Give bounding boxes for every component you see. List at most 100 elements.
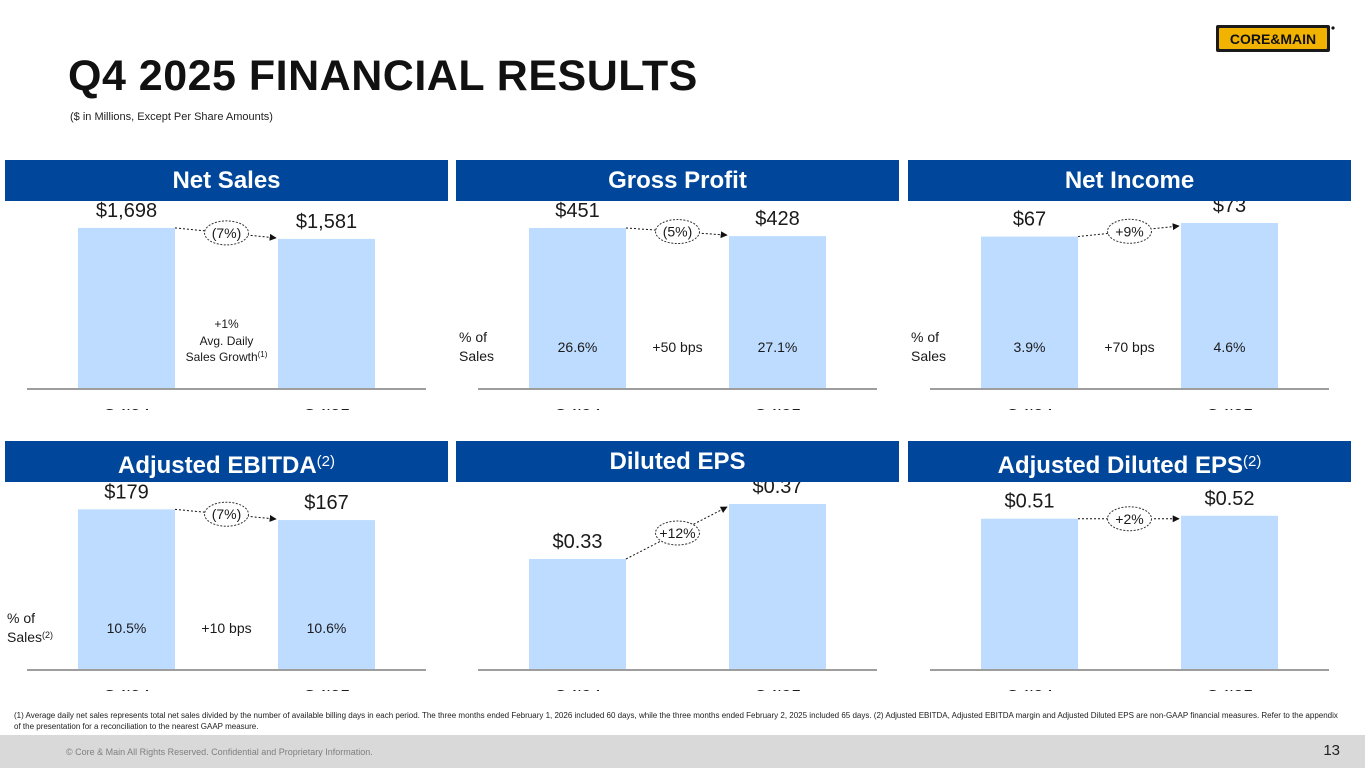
margin-change: +10 bps [201, 620, 251, 636]
bar-q425 [1181, 223, 1278, 388]
daily-sales-note: Avg. Daily [200, 334, 254, 348]
diluted-eps-header: Diluted EPS [456, 441, 899, 482]
change-bubble [204, 501, 249, 527]
category-label: Q4'24 [554, 406, 601, 410]
bar-q424 [981, 518, 1078, 669]
category-label: Q4'25 [1206, 406, 1253, 410]
panel-title-footnote: (2) [316, 453, 335, 470]
bar-value-label: $73 [1213, 201, 1246, 217]
change-bubble [1107, 218, 1152, 244]
category-label: Q4'24 [1006, 406, 1053, 410]
margin-value: 3.9% [1014, 339, 1046, 355]
margin-value: 26.6% [558, 339, 598, 355]
bar-q425 [729, 236, 826, 388]
margin-label: Sales [459, 348, 494, 364]
bar-value-label: $1,581 [296, 211, 357, 233]
margin-value: 4.6% [1214, 339, 1246, 355]
panel-title-footnote: (2) [1243, 453, 1262, 470]
change-bubble [655, 520, 700, 546]
diluted-eps-panel: Diluted EPS $0.33 Q4'24 $0.37 Q4'25 +12% [456, 441, 899, 691]
change-arrow [174, 227, 277, 241]
page-title: Q4 2025 FINANCIAL RESULTS [68, 52, 698, 100]
adjusted-diluted-eps-chart: $0.51 Q4'24 $0.52 Q4'25 +2% [930, 488, 1329, 691]
page-number: 13 [1323, 742, 1340, 759]
margin-label-footnote: (2) [42, 630, 53, 640]
daily-sales-note-footnote: (1) [258, 350, 268, 359]
category-label: Q4'25 [754, 687, 801, 691]
net-sales-header: Net Sales [5, 160, 448, 201]
change-arrow [174, 508, 277, 522]
bar-q424 [981, 236, 1078, 388]
change-label: +2% [1115, 511, 1143, 527]
bar-q425 [278, 238, 375, 388]
adjusted-ebitda-chart: $179 Q4'24 $167 Q4'25 (7%) 10.5% 10.6% +10 bps%… [7, 482, 426, 691]
change-label: (5%) [663, 224, 693, 240]
bar-value-label: $0.52 [1204, 488, 1254, 510]
adjusted-ebitda-panel: Adjusted EBITDA(2) $179Q4'24$167Q4'25(7%… [5, 441, 448, 691]
margin-value: 10.6% [307, 620, 347, 636]
bar-value-label: $0.51 [1004, 491, 1054, 513]
bar-q424 [78, 509, 175, 669]
change-label: (7%) [212, 225, 242, 241]
change-arrow [1077, 223, 1180, 238]
bar-value-label: $0.33 [552, 531, 602, 553]
diluted-eps-chart: $0.33 Q4'24 $0.37 Q4'25 +12% [478, 482, 877, 691]
bar-value-label: $0.37 [752, 482, 802, 498]
net-sales-chart: $1,698 Q4'24 $1,581 Q4'25 (7%) +1% Avg. Daily S… [27, 201, 426, 410]
category-label: Q4'24 [1006, 687, 1053, 691]
bar-q424 [529, 227, 626, 388]
adjusted-ebitda-header: Adjusted EBITDA(2) [5, 441, 448, 482]
margin-change: +50 bps [652, 339, 702, 355]
adjusted-diluted-eps-panel: Adjusted Diluted EPS(2) $0.51 Q4'24 $0.52 Q… [908, 441, 1351, 691]
gross-profit-header: Gross Profit [456, 160, 899, 201]
margin-label: % of [459, 329, 487, 345]
bar-value-label: $451 [555, 201, 600, 222]
bar-value-label: $1,698 [96, 201, 157, 222]
category-label: Q4'25 [303, 687, 350, 691]
footnote: (1) Average daily net sales represents t… [14, 711, 1338, 731]
margin-label: % of [7, 610, 35, 626]
company-logo: CORE&MAIN [1216, 25, 1335, 52]
margin-label: Sales [911, 348, 946, 364]
copyright: © Core & Main All Rights Reserved. Confi… [66, 747, 373, 757]
daily-sales-note: +1% [214, 317, 239, 331]
net-income-chart: $67 Q4'24 $73 Q4'25 +9% 3.9% 4.6% +70 bps % of Sa… [911, 201, 1329, 410]
change-label: +12% [659, 525, 695, 541]
category-label: Q4'25 [1206, 687, 1253, 691]
change-label: +9% [1115, 223, 1143, 239]
category-label: Q4'25 [754, 406, 801, 410]
panel-title: Gross Profit [608, 167, 747, 194]
bar-q425 [729, 504, 826, 669]
net-income-header: Net Income [908, 160, 1351, 201]
change-label: (7%) [212, 506, 242, 522]
category-label: Q4'24 [103, 406, 150, 410]
panel-title: Net Income [1064, 167, 1195, 194]
margin-value: 27.1% [758, 339, 798, 355]
bar-q424 [78, 227, 175, 388]
net-sales-panel: Net Sales $1,698 Q4'24 $1,581 Q4'25 (7%) +1% A… [5, 160, 448, 410]
panel-title: Diluted EPS [609, 448, 746, 475]
margin-label: % of [911, 329, 939, 345]
margin-label: Sales(2) [7, 629, 53, 645]
bar-q425 [1181, 515, 1278, 669]
net-income-panel: Net Income $67 Q4'24 $73 Q4'25 +9% 3.9% 4.6% +7… [908, 160, 1351, 410]
change-bubble [655, 219, 700, 245]
gross-profit-chart: $451 Q4'24 $428 Q4'25 (5%) 26.6% 27.1% +50 bps%… [459, 201, 877, 410]
bar-value-label: $167 [304, 492, 349, 514]
margin-value: 10.5% [107, 620, 147, 636]
panel-title: Adjusted Diluted EPS [997, 452, 1243, 479]
adjusted-diluted-eps-header: Adjusted Diluted EPS(2) [908, 441, 1351, 482]
gross-profit-panel: Gross Profit $451 Q4'24 $428 Q4'25 (5%) 26.6%… [456, 160, 899, 410]
bar-value-label: $428 [755, 208, 800, 230]
panel-title: Net Sales [172, 167, 281, 194]
bar-value-label: $67 [1013, 209, 1046, 231]
footer-bar [0, 735, 1365, 768]
change-bubble [204, 220, 249, 246]
page-subtitle: ($ in Millions, Except Per Share Amounts… [70, 111, 273, 123]
daily-sales-note: Sales Growth(1) [186, 350, 268, 364]
category-label: Q4'24 [554, 687, 601, 691]
change-bubble [1107, 506, 1152, 532]
margin-change: +70 bps [1104, 339, 1154, 355]
bar-value-label: $179 [104, 482, 149, 503]
category-label: Q4'25 [303, 406, 350, 410]
